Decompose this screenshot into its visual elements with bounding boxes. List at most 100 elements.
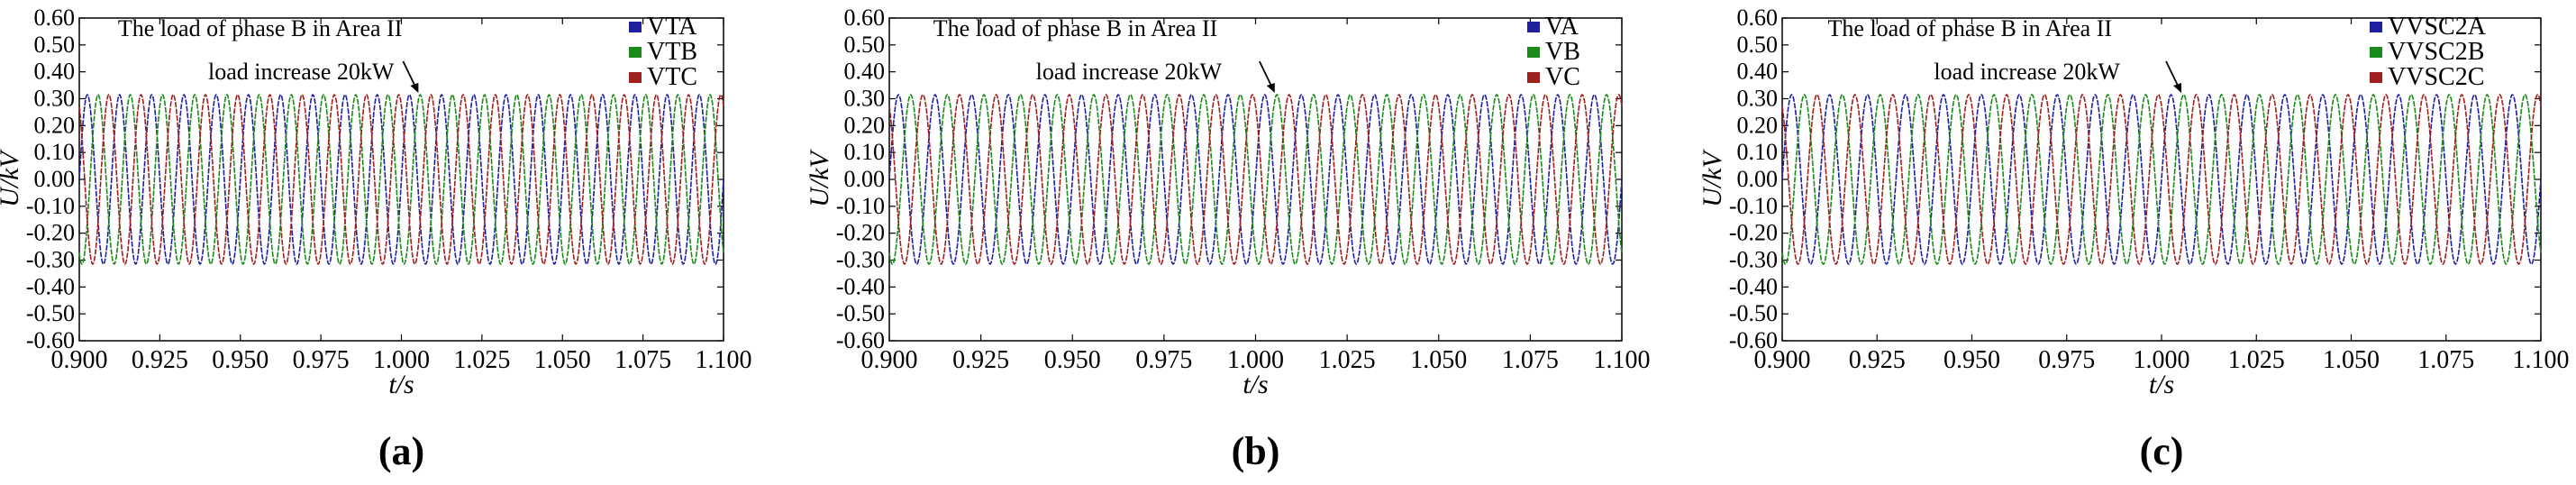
y-tick-label: -0.20 <box>26 220 75 246</box>
legend-entry: VA <box>1545 13 1579 41</box>
legend-swatch <box>2370 22 2382 32</box>
annotation-arrowhead <box>1266 83 1275 94</box>
series-line-vtb <box>78 94 724 265</box>
y-tick-label: -0.50 <box>836 300 885 326</box>
y-tick-label: 0.10 <box>34 139 76 165</box>
annotation-load-phase-b: The load of phase B in Area II <box>933 15 1218 41</box>
legend-entry: VTB <box>647 38 697 66</box>
x-tick-label: 0.900 <box>51 346 108 374</box>
chart-panel-1: 0.600.500.400.300.200.100.00-0.10-0.20-0… <box>0 5 752 473</box>
y-axis-label: U/kV <box>805 149 834 207</box>
series-line-vta <box>78 94 724 265</box>
legend-swatch <box>629 47 642 58</box>
legend-entry: VC <box>1545 63 1580 91</box>
x-tick-label: 1.100 <box>2513 346 2570 374</box>
y-tick-label: -0.50 <box>1729 300 1778 326</box>
x-tick-label: 0.950 <box>212 346 269 374</box>
legend-entry: VVSC2C <box>2388 63 2484 91</box>
legend-entry: VB <box>1545 38 1580 66</box>
y-tick-label: -0.60 <box>26 327 75 353</box>
y-tick-label: -0.20 <box>1729 220 1778 246</box>
x-tick-label: 1.000 <box>2134 346 2190 374</box>
y-tick-label: -0.30 <box>1729 247 1778 273</box>
x-tick-label: 1.025 <box>453 346 510 374</box>
y-tick-label: -0.30 <box>836 247 885 273</box>
x-tick-label: 1.075 <box>614 346 671 374</box>
y-tick-label: 0.30 <box>1737 86 1779 112</box>
series-line-vb <box>888 94 1623 265</box>
legend-swatch <box>629 72 642 83</box>
panel-label: (c) <box>2140 429 2184 473</box>
y-tick-label: -0.10 <box>1729 193 1778 219</box>
annotation-arrowhead <box>2173 83 2182 94</box>
legend-swatch <box>1527 72 1540 83</box>
x-tick-label: 0.975 <box>1135 346 1192 374</box>
y-tick-label: 0.20 <box>1737 112 1779 138</box>
panel-label: (b) <box>1232 429 1280 473</box>
y-tick-label: 0.00 <box>1737 166 1779 192</box>
y-tick-label: 0.60 <box>1737 5 1779 31</box>
y-tick-label: 0.60 <box>34 5 76 31</box>
x-tick-label: 1.075 <box>1502 346 1559 374</box>
annotation-arrowhead <box>410 83 419 94</box>
y-axis-label: U/kV <box>1698 149 1727 207</box>
y-tick-label: -0.60 <box>836 327 885 353</box>
legend-swatch <box>1527 47 1540 58</box>
x-tick-label: 1.050 <box>1410 346 1467 374</box>
x-tick-label: 1.025 <box>1319 346 1376 374</box>
chart-panel-2: 0.600.500.400.300.200.100.00-0.10-0.20-0… <box>805 5 1651 473</box>
x-tick-label: 0.900 <box>1754 346 1811 374</box>
x-tick-label: 1.000 <box>373 346 430 374</box>
series-line-vvsc2a <box>1781 94 2542 265</box>
legend-swatch <box>2370 72 2382 83</box>
x-tick-label: 1.075 <box>2417 346 2474 374</box>
x-tick-label: 1.050 <box>534 346 591 374</box>
x-tick-label: 0.950 <box>1044 346 1101 374</box>
x-tick-label: 1.050 <box>2323 346 2380 374</box>
legend-entry: VVSC2B <box>2388 38 2484 66</box>
y-tick-label: -0.40 <box>836 273 885 299</box>
x-tick-label: 1.100 <box>696 346 752 374</box>
series-line-va <box>888 94 1623 265</box>
x-tick-label: 0.950 <box>1943 346 2000 374</box>
y-tick-label: 0.50 <box>1737 32 1779 58</box>
y-tick-label: 0.10 <box>844 139 886 165</box>
y-tick-label: 0.10 <box>1737 139 1779 165</box>
y-tick-label: 0.30 <box>844 86 886 112</box>
y-tick-label: 0.40 <box>1737 59 1779 85</box>
y-tick-label: 0.20 <box>844 112 886 138</box>
legend-entry: VTC <box>647 63 697 91</box>
y-tick-label: -0.20 <box>836 220 885 246</box>
annotation-load-increase: load increase 20kW <box>1036 59 1223 85</box>
x-axis-label: t/s <box>1242 370 1268 399</box>
annotation-load-increase: load increase 20kW <box>208 59 395 85</box>
x-axis-label: t/s <box>388 370 414 399</box>
y-tick-label: -0.10 <box>26 193 75 219</box>
y-tick-label: 0.30 <box>34 86 76 112</box>
y-tick-label: -0.10 <box>836 193 885 219</box>
y-axis-label: U/kV <box>0 149 24 207</box>
y-tick-label: 0.50 <box>34 32 76 58</box>
series-line-vtc <box>78 94 724 265</box>
series-line-vc <box>888 94 1623 265</box>
x-tick-label: 0.900 <box>861 346 918 374</box>
x-axis-label: t/s <box>2149 370 2174 399</box>
y-tick-label: 0.00 <box>34 166 76 192</box>
y-tick-label: 0.60 <box>844 5 886 31</box>
legend-swatch <box>629 22 642 32</box>
y-tick-label: -0.30 <box>26 247 75 273</box>
chart-panel-3: 0.600.500.400.300.200.100.00-0.10-0.20-0… <box>1698 5 2570 473</box>
y-tick-label: -0.60 <box>1729 327 1778 353</box>
annotation-load-phase-b: The load of phase B in Area II <box>1828 15 2113 41</box>
x-tick-label: 0.925 <box>132 346 188 374</box>
annotation-load-phase-b: The load of phase B in Area II <box>118 15 403 41</box>
series-line-vvsc2c <box>1781 94 2542 265</box>
x-tick-label: 0.975 <box>293 346 350 374</box>
x-tick-label: 1.000 <box>1227 346 1284 374</box>
legend-swatch <box>1527 22 1540 32</box>
legend-entry: VTA <box>647 13 697 41</box>
x-tick-label: 0.925 <box>1849 346 1906 374</box>
legend-entry: VVSC2A <box>2388 13 2487 41</box>
panel-label: (a) <box>378 429 424 473</box>
